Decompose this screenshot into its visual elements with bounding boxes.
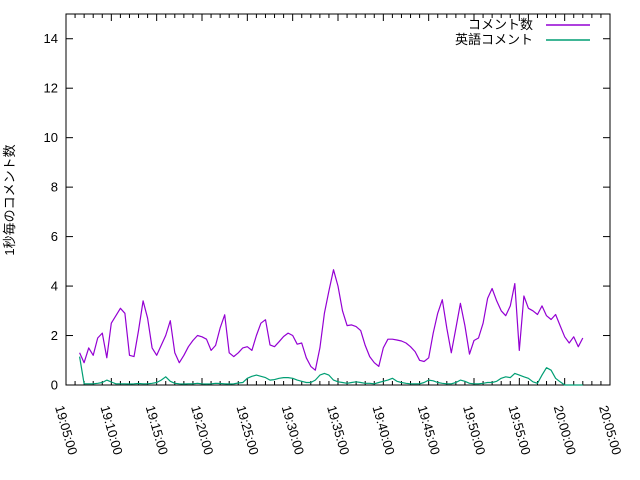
x-tick-label: 19:45:00 xyxy=(415,404,443,457)
y-tick-label: 6 xyxy=(51,229,58,244)
y-axis-ticks xyxy=(66,38,610,386)
y-tick-label: 14 xyxy=(44,31,58,46)
x-tick-label: 20:05:00 xyxy=(596,404,624,457)
y-tick-label: 4 xyxy=(51,279,58,294)
y-tick-label: 0 xyxy=(51,378,58,393)
plot-border-rect xyxy=(65,13,611,386)
series-lines xyxy=(79,269,584,386)
y-axis-tick-labels: 0 2 4 6 8 10 12 14 xyxy=(44,31,58,392)
x-tick-label: 19:40:00 xyxy=(369,404,397,457)
y-tick-label: 2 xyxy=(51,328,58,343)
x-tick-label: 19:15:00 xyxy=(143,404,171,457)
x-tick-label: 19:55:00 xyxy=(505,404,533,457)
legend-label: 英語コメント xyxy=(455,32,533,47)
x-axis-tick-labels: 19:05:00 19:10:00 19:15:00 19:20:00 19:25:00… xyxy=(52,404,624,457)
series-line-1 xyxy=(79,356,583,386)
y-tick-label: 10 xyxy=(44,130,58,145)
x-tick-label: 19:35:00 xyxy=(324,404,352,457)
series-line-0 xyxy=(79,269,584,371)
plot-border xyxy=(65,13,611,386)
x-tick-label: 20:00:00 xyxy=(551,404,579,457)
x-tick-label: 19:50:00 xyxy=(460,404,488,457)
y-tick-label: 8 xyxy=(51,180,58,195)
x-tick-label: 19:25:00 xyxy=(233,404,261,457)
y-axis-title: 1秒毎のコメント数 xyxy=(2,144,17,255)
x-tick-label: 19:20:00 xyxy=(188,404,216,457)
x-tick-label: 19:10:00 xyxy=(97,404,125,457)
x-axis-ticks xyxy=(65,14,611,385)
y-tick-label: 12 xyxy=(44,81,58,96)
x-tick-label: 19:05:00 xyxy=(52,404,80,457)
legend-label: コメント数 xyxy=(468,17,533,32)
x-tick-label: 19:30:00 xyxy=(279,404,307,457)
